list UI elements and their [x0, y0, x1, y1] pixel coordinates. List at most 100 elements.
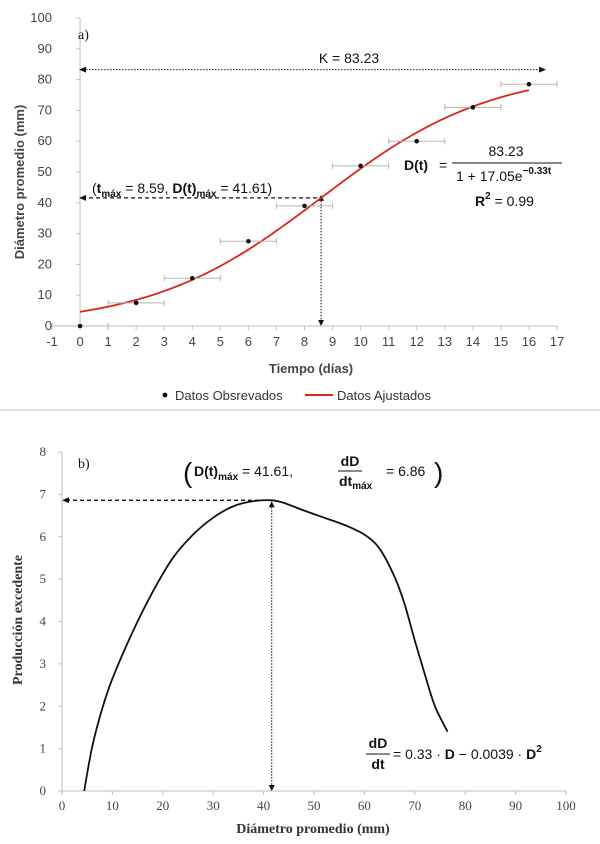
panel-b-x-tick-label: 30	[207, 798, 220, 813]
fitted-curve-line	[79, 89, 530, 313]
model-equation: D(t) = 83.23 1 + 17.05e−0.33t	[404, 143, 562, 184]
panel-a-x-tick-label: 2	[133, 334, 140, 349]
tmax-open: (	[92, 180, 97, 196]
equation-b-rhs: = 0.33 · D − 0.0039 · D2	[393, 744, 542, 762]
panel-b-x-tick-label: 90	[509, 798, 522, 813]
fitted-curve	[79, 89, 530, 313]
panel-b-x-tick-label: 50	[308, 798, 321, 813]
panel-b-x-tick-label: 80	[459, 798, 472, 813]
r-squared-superscript: 2	[485, 191, 491, 202]
observed-point	[470, 105, 476, 110]
panel-a-y-tick-label: 0	[45, 318, 52, 333]
tmax-symbol: t	[97, 180, 102, 196]
annotation-close-paren: )	[434, 457, 443, 488]
panel-a-x-tick-label: 3	[161, 334, 168, 349]
dmax-b-arrow-down	[268, 785, 275, 791]
dmax-symbol: D(t)	[172, 180, 196, 196]
k-arrow-right	[539, 66, 546, 73]
panel-a-y-axis-label: Diámetro promedio (mm)	[12, 105, 27, 260]
annotation-dmax-subscript: máx	[218, 472, 238, 483]
legend: Datos Obsrevados Datos Ajustados	[162, 388, 431, 403]
panel-b-chart: 0 10 20 30 40 50 60 70 80 90 100 0 1 2 3 4 5 6 7 8 Producci…	[11, 444, 576, 837]
dmax-subscript: máx	[196, 189, 216, 200]
dmax-value: = 41.61)	[216, 180, 272, 196]
equation-b-numerator: dD	[369, 735, 388, 751]
panel-a-x-tick-label: 10	[353, 334, 367, 349]
panel-b-axes	[58, 451, 567, 795]
panel-b-reference-lines	[62, 497, 275, 791]
panel-a-x-tick-label: 0	[76, 334, 83, 349]
observed-point	[414, 138, 420, 144]
panel-a-x-tick-label: 16	[522, 334, 536, 349]
panel-a-x-tick-label: 7	[273, 334, 280, 349]
observed-point	[246, 239, 251, 244]
k-label: K = 83.23	[319, 50, 380, 66]
observed-points	[51, 81, 558, 329]
panel-a-y-tick-label: 90	[38, 41, 52, 56]
panel-a-x-tick-label: 15	[494, 334, 508, 349]
panel-b-x-tick-label: 0	[59, 798, 66, 813]
observed-point	[526, 81, 532, 87]
panel-b-y-tick-label: 8	[40, 444, 47, 459]
panel-a-y-tick-label: 100	[30, 10, 52, 25]
annotation-dmax-value: = 41.61,	[238, 463, 293, 479]
panel-b-x-tick-label: 100	[556, 798, 576, 813]
tmax-annotation: (tmáx = 8.59, D(t)máx = 41.61)	[92, 180, 272, 200]
panel-b-label: b)	[78, 457, 90, 472]
panel-a-x-tick-label: 14	[466, 334, 480, 349]
k-arrow-left	[79, 66, 87, 73]
r-squared: R2 = 0.99	[475, 191, 534, 209]
equation-b-coef2: − 0.0039 ·	[455, 746, 526, 762]
max-rate-arrow	[62, 497, 69, 504]
dmax-b-arrow-up	[268, 501, 275, 508]
legend-observed-label: Datos Obsrevados	[175, 388, 283, 403]
tmax-value: = 8.59,	[121, 180, 172, 196]
equation-b-coef1: = 0.33 ·	[393, 746, 445, 762]
equation-b-d1: D	[445, 746, 455, 762]
max-production-annotation: ( D(t)máx = 41.61, dD dtmáx = 6.86 )	[183, 453, 443, 492]
panel-b-y-tick-label: 5	[40, 571, 47, 586]
panel-a-y-tick-label: 40	[38, 195, 52, 210]
dmax-arrow	[79, 194, 87, 201]
annotation-open-paren: (	[183, 457, 193, 488]
panel-a-x-axis-label: Tiempo (días)	[269, 361, 353, 376]
r-squared-symbol: R	[475, 193, 485, 209]
surplus-production-line	[83, 499, 449, 792]
equation-denominator-base: 1 + 17.05e	[456, 168, 523, 184]
panel-a-y-tick-label: 60	[38, 133, 52, 148]
r-squared-value: = 0.99	[491, 193, 534, 209]
panel-a-y-tick-label: 50	[38, 164, 52, 179]
panel-a-label: a)	[78, 28, 89, 43]
legend-fitted-label: Datos Ajustados	[337, 388, 431, 403]
annotation-rate-value: = 6.86	[386, 463, 426, 479]
equation-exponent: −0.33t	[523, 166, 552, 177]
panel-a-x-tick-label: 12	[409, 334, 423, 349]
panel-a-y-tick-label: 10	[38, 287, 52, 302]
panel-a-y-tick-label: 30	[38, 226, 52, 241]
observed-point	[358, 163, 363, 169]
surplus-production-curve	[83, 499, 449, 792]
annotation-frac-numerator: dD	[341, 453, 360, 469]
annotation-frac-den: dt	[339, 473, 353, 489]
equation-b-denominator: dt	[371, 756, 385, 772]
panel-b-x-tick-label: 40	[257, 798, 270, 813]
panel-b-tick-labels: 0 10 20 30 40 50 60 70 80 90 100 0 1 2 3 4 5 6 7 8	[40, 444, 576, 813]
panel-b-x-tick-label: 60	[358, 798, 371, 813]
panel-a-y-tick-label: 20	[38, 256, 52, 271]
panel-a-x-tick-label: 4	[189, 334, 196, 349]
panel-a-x-tick-label: 8	[301, 334, 308, 349]
annotation-frac-subscript: máx	[352, 481, 372, 492]
panel-b-y-tick-label: 4	[40, 614, 47, 629]
panel-b-x-tick-label: 70	[408, 798, 421, 813]
equation-equals: =	[439, 157, 447, 173]
panel-a-x-tick-label: 6	[245, 334, 252, 349]
equation-b-d2: D	[526, 746, 536, 762]
panel-a-y-tick-label: 80	[38, 72, 52, 87]
panel-a-x-tick-label: 5	[217, 334, 224, 349]
panel-b-x-tick-label: 20	[156, 798, 169, 813]
panel-b-y-axis-label: Producción excedente	[11, 555, 26, 685]
panel-a-x-tick-label: 17	[550, 334, 564, 349]
production-equation: dD dt = 0.33 · D − 0.0039 · D2	[366, 735, 542, 772]
observed-point	[133, 300, 139, 306]
